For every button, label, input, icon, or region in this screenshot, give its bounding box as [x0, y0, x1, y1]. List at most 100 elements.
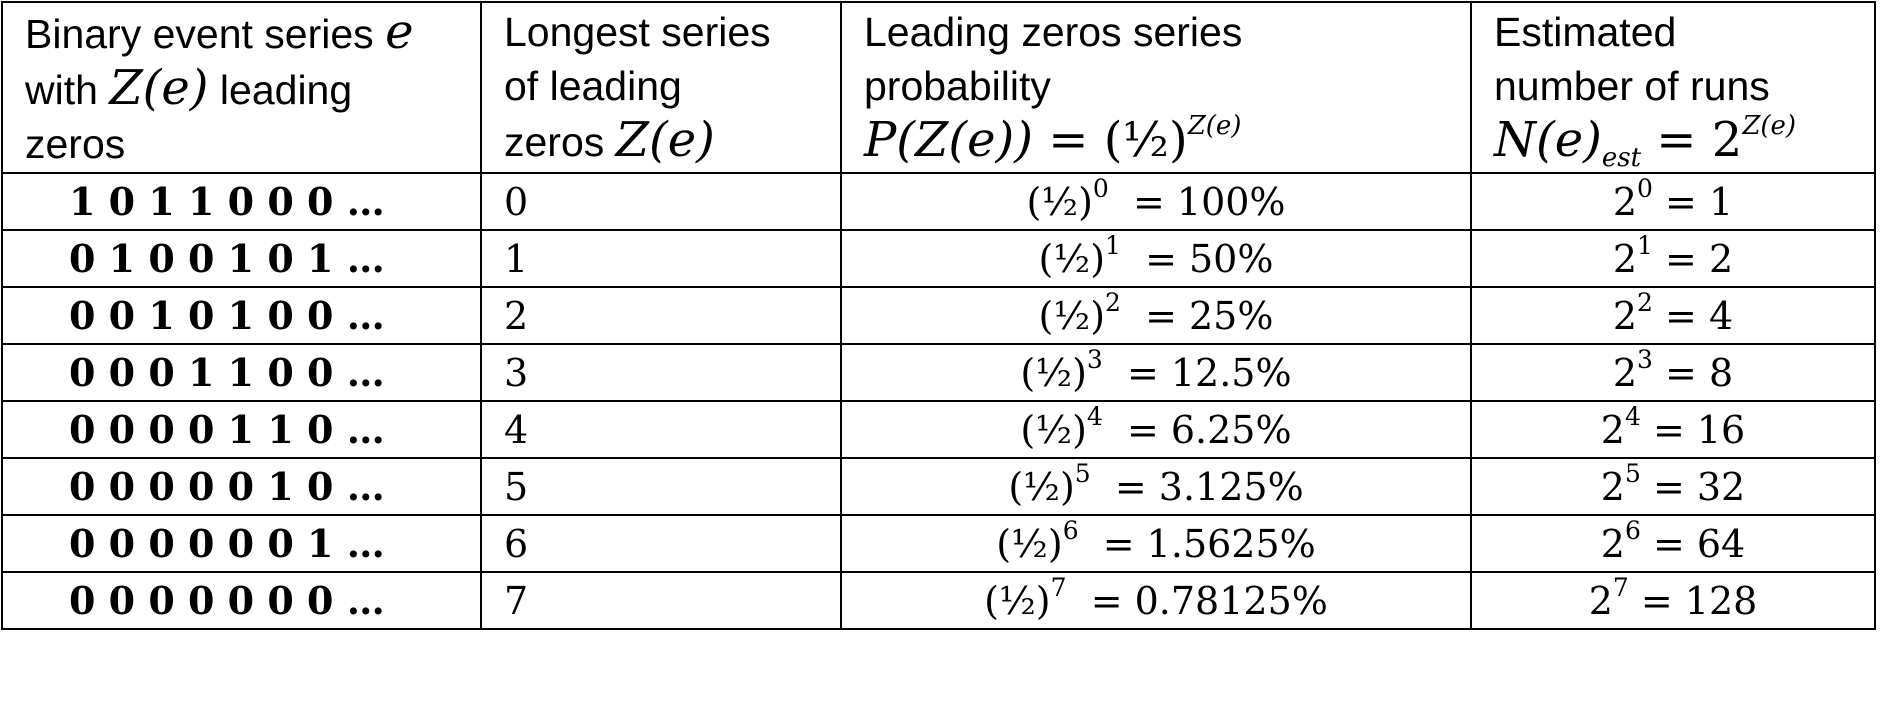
header-col4-line2: number of runs [1494, 63, 1770, 109]
table-row: 0 1 0 0 1 0 1 … 1 (½)1 = 50% 21 = 2 [1, 229, 1876, 288]
runs-base: 2 [1612, 179, 1638, 224]
runs-exponent: 7 [1612, 572, 1629, 602]
header-col2-line3-prefix: zeros [504, 119, 616, 165]
probability-base: (½) [1020, 350, 1087, 395]
table-row: 0 0 1 0 1 0 0 … 2 (½)2 = 25% 22 = 4 [1, 286, 1876, 345]
binary-series-cell: 0 0 0 0 1 1 0 … [1, 400, 482, 459]
estimated-runs-cell: 20 = 1 [1470, 172, 1876, 231]
probability-value: = 1.5625% [1078, 521, 1316, 566]
binary-series-cell: 0 0 0 0 0 0 0 … [1, 571, 482, 630]
header-row: Binary event series e with Z(e) leading … [1, 1, 1876, 174]
probability-base: (½) [1008, 464, 1075, 509]
probability-value: = 12.5% [1102, 350, 1292, 395]
runs-base: 2 [1612, 350, 1638, 395]
table-row: 0 0 0 0 0 0 1 … 6 (½)6 = 1.5625% 26 = 64 [1, 514, 1876, 573]
hyperloglog-table: Binary event series e with Z(e) leading … [1, 1, 1876, 630]
runs-value: = 16 [1640, 407, 1746, 452]
estimated-runs-cell: 25 = 32 [1470, 457, 1876, 516]
runs-exponent: 0 [1637, 173, 1653, 203]
runs-value: = 32 [1640, 464, 1746, 509]
header-col3-line1: Leading zeros series [864, 9, 1243, 55]
table-row: 0 0 0 0 0 0 0 … 7 (½)7 = 0.78125% 27 = 1… [1, 571, 1876, 630]
header-col1-var-e: e [385, 4, 414, 60]
binary-series-cell: 0 0 0 0 0 0 1 … [1, 514, 482, 573]
probability-base: (½) [1026, 179, 1093, 224]
runs-base: 2 [1600, 521, 1625, 566]
leading-zeros-cell: 5 [480, 457, 842, 516]
estimated-runs-cell: 23 = 8 [1470, 343, 1876, 402]
probability-cell: (½)7 = 0.78125% [840, 571, 1472, 630]
runs-exponent: 1 [1637, 230, 1653, 260]
header-col1-line3: zeros [25, 121, 126, 167]
probability-cell: (½)3 = 12.5% [840, 343, 1472, 402]
table-row: 0 0 0 0 0 1 0 … 5 (½)5 = 3.125% 25 = 32 [1, 457, 1876, 516]
header-col4-formula-mid: = 2 [1641, 112, 1743, 168]
leading-zeros-cell: 2 [480, 286, 842, 345]
leading-zeros-cell: 7 [480, 571, 842, 630]
binary-series-cell: 0 0 0 1 1 0 0 … [1, 343, 482, 402]
probability-exponent: 5 [1074, 458, 1091, 488]
probability-cell: (½)5 = 3.125% [840, 457, 1472, 516]
estimated-runs-cell: 22 = 4 [1470, 286, 1876, 345]
estimated-runs-cell: 21 = 2 [1470, 229, 1876, 288]
runs-exponent: 3 [1637, 344, 1653, 374]
probability-base: (½) [1020, 407, 1087, 452]
runs-exponent: 4 [1624, 401, 1641, 431]
probability-value: = 50% [1120, 236, 1274, 281]
probability-exponent: 2 [1105, 287, 1121, 317]
header-col2-line3-math: Z(e) [615, 112, 715, 168]
table-row: 1 0 1 1 0 0 0 … 0 (½)0 = 100% 20 = 1 [1, 172, 1876, 231]
header-col2-line1: Longest series [504, 9, 771, 55]
binary-series-cell: 0 0 1 0 1 0 0 … [1, 286, 482, 345]
probability-cell: (½)0 = 100% [840, 172, 1472, 231]
runs-exponent: 6 [1624, 515, 1641, 545]
runs-value: = 4 [1652, 293, 1734, 338]
header-longest-series: Longest series of leading zeros Z(e) [480, 1, 842, 174]
table-row: 0 0 0 0 1 1 0 … 4 (½)4 = 6.25% 24 = 16 [1, 400, 1876, 459]
header-col4-formula-exp: Z(e) [1742, 111, 1797, 141]
runs-base: 2 [1588, 578, 1613, 623]
probability-exponent: 6 [1062, 515, 1079, 545]
header-leading-zeros-probability: Leading zeros series probability P(Z(e))… [840, 1, 1472, 174]
probability-cell: (½)4 = 6.25% [840, 400, 1472, 459]
header-col2-line2: of leading [504, 63, 682, 109]
header-col1-line2-suffix: leading [208, 67, 353, 113]
header-col3-formula-lhs: P(Z(e)) = [864, 112, 1104, 168]
leading-zeros-cell: 4 [480, 400, 842, 459]
header-col3-formula-base: (½) [1103, 112, 1188, 168]
runs-base: 2 [1600, 407, 1625, 452]
runs-base: 2 [1612, 293, 1638, 338]
header-col4-formula-sub: est [1601, 143, 1642, 173]
runs-base: 2 [1612, 236, 1638, 281]
leading-zeros-cell: 6 [480, 514, 842, 573]
header-col3-line2: probability [864, 63, 1051, 109]
runs-exponent: 5 [1624, 458, 1641, 488]
table-row: 0 0 0 1 1 0 0 … 3 (½)3 = 12.5% 23 = 8 [1, 343, 1876, 402]
probability-cell: (½)6 = 1.5625% [840, 514, 1472, 573]
probability-value: = 6.25% [1102, 407, 1292, 452]
header-col1-line1: Binary event series [25, 11, 386, 57]
probability-base: (½) [996, 521, 1063, 566]
binary-series-cell: 1 0 1 1 0 0 0 … [1, 172, 482, 231]
probability-value: = 3.125% [1090, 464, 1304, 509]
leading-zeros-cell: 1 [480, 229, 842, 288]
estimated-runs-cell: 24 = 16 [1470, 400, 1876, 459]
runs-value: = 1 [1652, 179, 1734, 224]
probability-value: = 100% [1108, 179, 1286, 224]
leading-zeros-cell: 3 [480, 343, 842, 402]
leading-zeros-cell: 0 [480, 172, 842, 231]
probability-base: (½) [984, 578, 1051, 623]
probability-exponent: 4 [1086, 401, 1103, 431]
runs-exponent: 2 [1637, 287, 1653, 317]
header-col4-formula-lhs: N(e) [1494, 112, 1602, 168]
probability-cell: (½)1 = 50% [840, 229, 1472, 288]
estimated-runs-cell: 26 = 64 [1470, 514, 1876, 573]
binary-series-cell: 0 0 0 0 0 1 0 … [1, 457, 482, 516]
runs-base: 2 [1600, 464, 1625, 509]
header-col4-line1: Estimated [1494, 9, 1677, 55]
probability-value: = 0.78125% [1066, 578, 1328, 623]
header-estimated-runs: Estimated number of runs N(e)est = 2Z(e) [1470, 1, 1876, 174]
probability-exponent: 1 [1105, 230, 1121, 260]
probability-value: = 25% [1120, 293, 1274, 338]
runs-value: = 2 [1652, 236, 1734, 281]
